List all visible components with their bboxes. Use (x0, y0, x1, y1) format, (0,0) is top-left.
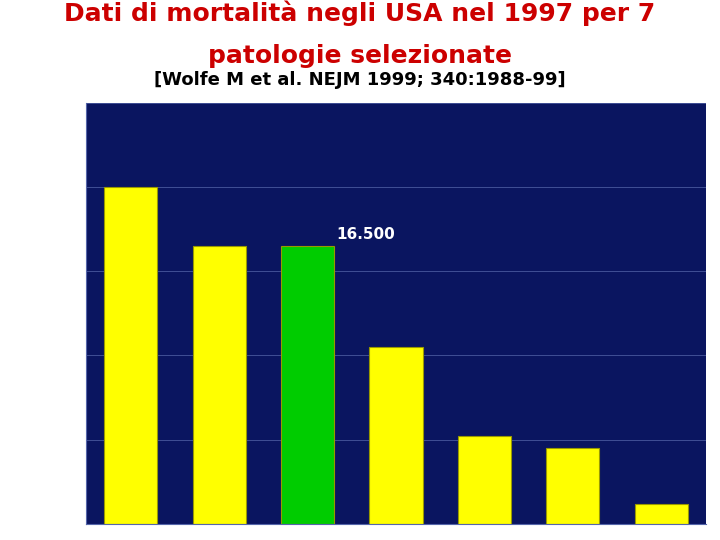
Bar (635, 504, 688, 524)
Y-axis label: N. morti: N. morti (9, 275, 27, 352)
Text: 16.500: 16.500 (336, 227, 395, 241)
Text: [Wolfe M et al. NEJM 1999; 340:1988-99]: [Wolfe M et al. NEJM 1999; 340:1988-99] (154, 71, 566, 90)
Bar (281, 246, 334, 524)
Text: Dati di mortalità negli USA nel 1997 per 7: Dati di mortalità negli USA nel 1997 per… (64, 0, 656, 25)
Bar (104, 187, 157, 524)
Text: patologie selezionate: patologie selezionate (208, 44, 512, 68)
Bar (458, 436, 511, 524)
Bar (369, 347, 423, 524)
Bar (192, 246, 246, 524)
Bar (546, 448, 600, 524)
